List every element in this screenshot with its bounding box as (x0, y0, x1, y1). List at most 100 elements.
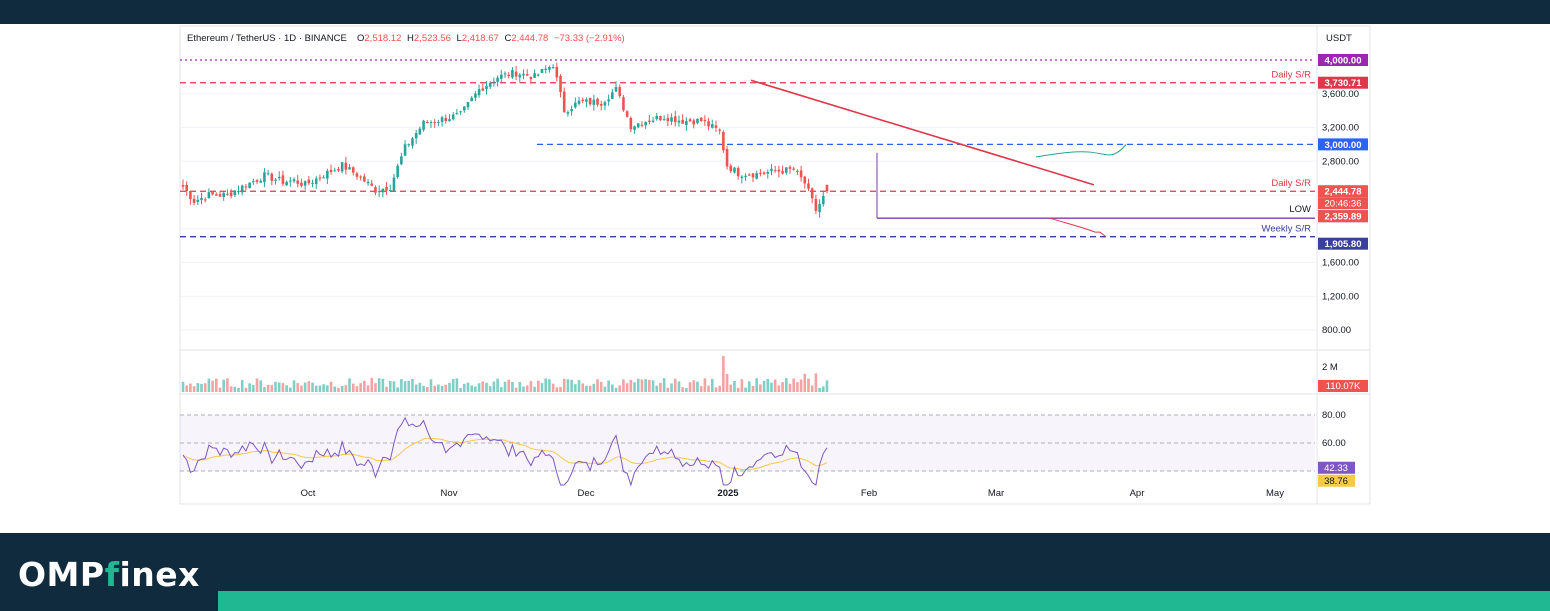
volume-bar (448, 382, 451, 392)
volume-bar (825, 380, 829, 392)
candle (722, 131, 725, 151)
candle (533, 73, 536, 78)
volume-bar (659, 382, 662, 392)
candle (244, 186, 248, 188)
volume-bar (629, 379, 633, 392)
candle (311, 182, 314, 184)
chart-area[interactable]: 4,000.00 3,730.71 Daily S/R 3,000.00 2,444.7… (0, 24, 1550, 548)
volume-bar (218, 387, 222, 392)
price-tag-2359 (1318, 210, 1368, 223)
volume-bar (344, 385, 348, 392)
candle (807, 183, 810, 189)
volume-bar (533, 386, 536, 392)
volume-bar (329, 381, 333, 392)
candle (181, 184, 185, 187)
rsi-ma-label: 38.76 (1324, 476, 1348, 487)
x-tick-label: Dec (578, 488, 595, 499)
volume-bar (181, 381, 185, 392)
candle (392, 177, 396, 191)
volume-bar (529, 381, 533, 392)
volume-bar (266, 384, 270, 392)
volume-bar (455, 378, 459, 392)
volume-bar (803, 373, 807, 392)
footer: OMPfinex (0, 533, 1550, 611)
volume-bar (618, 385, 622, 392)
candle (300, 182, 303, 186)
candle (459, 111, 462, 113)
price-tag-current (1318, 185, 1368, 198)
candle (685, 120, 688, 126)
candle (788, 167, 792, 169)
rsi-value-label: 42.33 (1324, 463, 1348, 474)
volume-bar (407, 380, 411, 392)
volume-bar (451, 378, 455, 392)
candle (818, 203, 821, 213)
level-caption: Weekly S/R (1262, 224, 1312, 235)
x-tick-label: Oct (301, 488, 316, 499)
candle (296, 180, 300, 184)
candle (725, 149, 729, 167)
volume-bar (403, 381, 407, 392)
volume-bar (507, 379, 511, 392)
candle (192, 198, 196, 203)
x-tick-label: Apr (1130, 488, 1145, 499)
volume-bar (503, 381, 507, 392)
volume-bar (196, 383, 200, 392)
candle (555, 66, 559, 78)
candle (240, 185, 244, 193)
volume-bar (240, 380, 244, 392)
candle (733, 167, 736, 173)
candle (233, 190, 237, 196)
volume-bar (648, 379, 651, 392)
candle (814, 198, 818, 211)
volume-bar (781, 382, 784, 392)
candle (318, 177, 322, 179)
volume-bar (585, 385, 588, 392)
candle (810, 188, 814, 199)
candle (696, 118, 699, 124)
candle (444, 118, 448, 122)
volume-bar (762, 380, 766, 392)
volume-bar (662, 378, 666, 392)
volume-bar (189, 383, 192, 392)
chart-frame (179, 25, 1371, 505)
price-chart[interactable]: 4,000.00 3,730.71 Daily S/R 3,000.00 2,444.7… (0, 24, 1550, 533)
volume-bar (314, 385, 318, 392)
volume-bar (229, 386, 233, 392)
candle (363, 176, 366, 182)
candle (226, 193, 229, 195)
candle (348, 167, 351, 170)
candle (799, 170, 803, 178)
candle (577, 100, 581, 104)
candle (710, 124, 714, 128)
volume-bar (548, 379, 551, 392)
symbol-title: Ethereum / TetherUS · 1D · BINANCE (187, 33, 347, 44)
candle (673, 116, 677, 123)
volume-bar (551, 383, 555, 392)
volume-bar (425, 386, 429, 392)
volume-bar (799, 379, 803, 392)
y-tick-label: 2,800.00 (1322, 156, 1359, 167)
y-tick-label: 3,600.00 (1322, 89, 1359, 100)
volume-bar (400, 379, 403, 392)
volume-bar (322, 384, 325, 392)
volume-bar (392, 381, 396, 392)
price-tag-daily-sr-top (1318, 76, 1368, 89)
volume-bar (570, 379, 573, 392)
price-tag-label: 1,905.80 (1325, 239, 1362, 250)
candle (422, 120, 425, 130)
rsi-line (182, 416, 828, 487)
candle (562, 91, 566, 113)
volume-bar (677, 381, 681, 392)
volume-bar (477, 383, 481, 392)
candle (196, 199, 200, 203)
volume-bar (444, 384, 448, 392)
volume-bar (807, 378, 810, 392)
volume-bar (796, 382, 799, 392)
volume-bar (744, 387, 747, 392)
candle (429, 122, 433, 124)
volume-bar (233, 386, 237, 392)
candle (677, 120, 681, 123)
volume-bar (418, 382, 422, 392)
volume-bar (252, 385, 255, 392)
